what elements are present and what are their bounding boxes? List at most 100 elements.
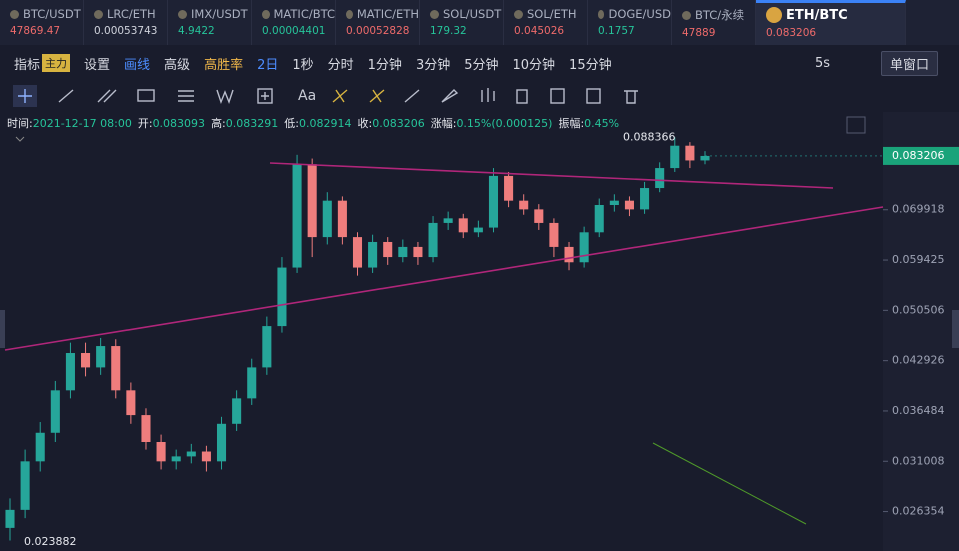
- toolbar-item[interactable]: 主力: [42, 54, 71, 72]
- info-value: 0.45%: [584, 117, 620, 130]
- market-tab[interactable]: SOL/ETH 0.045026: [504, 0, 588, 45]
- market-tab[interactable]: MATIC/BTC 0.00004401: [252, 0, 336, 45]
- min-price-label: 0.023882: [24, 535, 77, 548]
- tab-name: SOL/USDT: [443, 7, 502, 21]
- tab-name: MATIC/ETH: [356, 7, 419, 21]
- scroll-handle[interactable]: [952, 310, 959, 348]
- refresh-rate[interactable]: 5s: [815, 55, 831, 71]
- max-price-label: 0.088366: [623, 130, 676, 143]
- coin-icon: [514, 9, 523, 19]
- candle-body: [458, 218, 468, 233]
- candle-body: [352, 237, 363, 268]
- candle-body: [488, 175, 499, 228]
- toolbar-item[interactable]: 高级: [164, 57, 191, 73]
- market-tab[interactable]: SOL/USDT 179.32: [420, 0, 504, 45]
- candle-body: [65, 353, 75, 391]
- candle-body: [156, 442, 166, 462]
- scroll-handle[interactable]: [0, 310, 5, 348]
- interval[interactable]: 3分钟: [415, 57, 451, 73]
- interval[interactable]: 5分钟: [464, 57, 499, 73]
- tab-name-row: ETH/BTC: [766, 7, 905, 23]
- interval[interactable]: 1分钟: [367, 57, 402, 73]
- info-value: 0.083093: [152, 117, 206, 130]
- tab-name: DOGE/USD: [608, 7, 671, 21]
- candle-body: [216, 423, 227, 462]
- candle-body: [50, 390, 60, 433]
- coin-icon: [598, 9, 605, 19]
- info-label: 涨幅:: [430, 117, 457, 130]
- candle-body: [383, 241, 393, 258]
- interval[interactable]: 1秒: [292, 57, 314, 73]
- candle-body: [126, 390, 136, 416]
- candle-body: [413, 246, 423, 258]
- candle-body: [504, 175, 514, 201]
- text-tool[interactable]: Aa: [298, 88, 316, 104]
- ohlc-info: 时间:2021-12-17 08:00 开:0.083093 高:0.083291 低…: [7, 115, 625, 131]
- candle-body: [96, 346, 106, 368]
- market-tab[interactable]: DOGE/USD 0.1757: [588, 0, 672, 45]
- candle-body: [322, 200, 332, 238]
- tab-name: MATIC/BTC: [273, 7, 336, 21]
- interval[interactable]: 10分钟: [512, 57, 556, 73]
- tab-name: BTC/永续: [695, 8, 745, 22]
- info-label: 开:: [137, 117, 153, 130]
- info-label: 收:: [357, 117, 373, 130]
- last-price-tag: [883, 146, 959, 165]
- candle-body: [337, 200, 347, 238]
- coin-icon: [766, 7, 782, 23]
- candle-body: [655, 168, 665, 189]
- info-value: 0.083291: [225, 117, 279, 130]
- market-tab[interactable]: BTC/USDT 47869.47: [0, 0, 84, 45]
- info-value: 2021-12-17 08:00: [32, 117, 132, 130]
- candle-body: [428, 222, 438, 258]
- market-tab[interactable]: BTC/永续 47889: [672, 0, 756, 45]
- toolbar-item[interactable]: 画线: [124, 57, 151, 73]
- drawing-tools: Aa: [13, 85, 638, 107]
- toolbar-item[interactable]: 指标: [14, 57, 41, 73]
- market-tab[interactable]: MATIC/ETH 0.00052828: [336, 0, 420, 45]
- coin-icon: [178, 9, 187, 19]
- interval[interactable]: 分时: [327, 57, 354, 73]
- candle-body: [579, 232, 589, 263]
- candle-body: [5, 509, 15, 528]
- tab-name: SOL/ETH: [527, 7, 577, 21]
- price-tick-label: 0.059425: [892, 253, 945, 266]
- market-tab[interactable]: IMX/USDT 4.9422: [168, 0, 252, 45]
- tab-name: ETH/BTC: [786, 7, 848, 23]
- candle-body: [398, 246, 408, 258]
- drawn-line: [652, 442, 807, 525]
- tab-name-row: MATIC/BTC: [262, 7, 335, 21]
- window-select[interactable]: 单窗口: [881, 50, 939, 76]
- last-price-label: 0.083206: [892, 149, 945, 162]
- tab-price: 0.083206: [766, 27, 817, 39]
- info-value: 0.082914: [299, 117, 352, 130]
- fullscreen-button[interactable]: [846, 116, 866, 134]
- tab-price: 0.1757: [598, 25, 635, 37]
- tab-name-row: LRC/ETH: [94, 7, 167, 21]
- toolbar-item[interactable]: 设置: [84, 57, 111, 73]
- toolbar-item[interactable]: 2日: [257, 57, 279, 73]
- tab-name: BTC/USDT: [23, 7, 81, 21]
- candle-body: [534, 209, 544, 223]
- tab-name-row: SOL/USDT: [430, 7, 503, 21]
- info-label: 高:: [211, 117, 226, 130]
- interval[interactable]: 15分钟: [569, 57, 612, 73]
- candle-body: [564, 246, 574, 263]
- coin-icon: [262, 9, 270, 19]
- tab-name-row: BTC/USDT: [10, 7, 83, 21]
- price-tick-label: 0.050506: [892, 303, 945, 316]
- coin-icon: [682, 10, 691, 20]
- tab-price: 0.045026: [514, 25, 565, 37]
- candle-body: [594, 204, 604, 233]
- tab-price: 0.00053743: [94, 25, 158, 37]
- candle-body: [277, 267, 287, 327]
- toolbar-item[interactable]: 高胜率: [204, 57, 244, 73]
- market-tab[interactable]: ETH/BTC 0.083206: [756, 0, 906, 45]
- collapse-icon[interactable]: [15, 136, 25, 142]
- price-tick-label: 0.036484: [892, 404, 945, 417]
- market-tab[interactable]: LRC/ETH 0.00053743: [84, 0, 168, 45]
- market-tabs: BTC/USDT 47869.47 LRC/ETH 0.00053743 IMX/USD…: [0, 0, 959, 45]
- info-label: 振幅:: [558, 117, 585, 130]
